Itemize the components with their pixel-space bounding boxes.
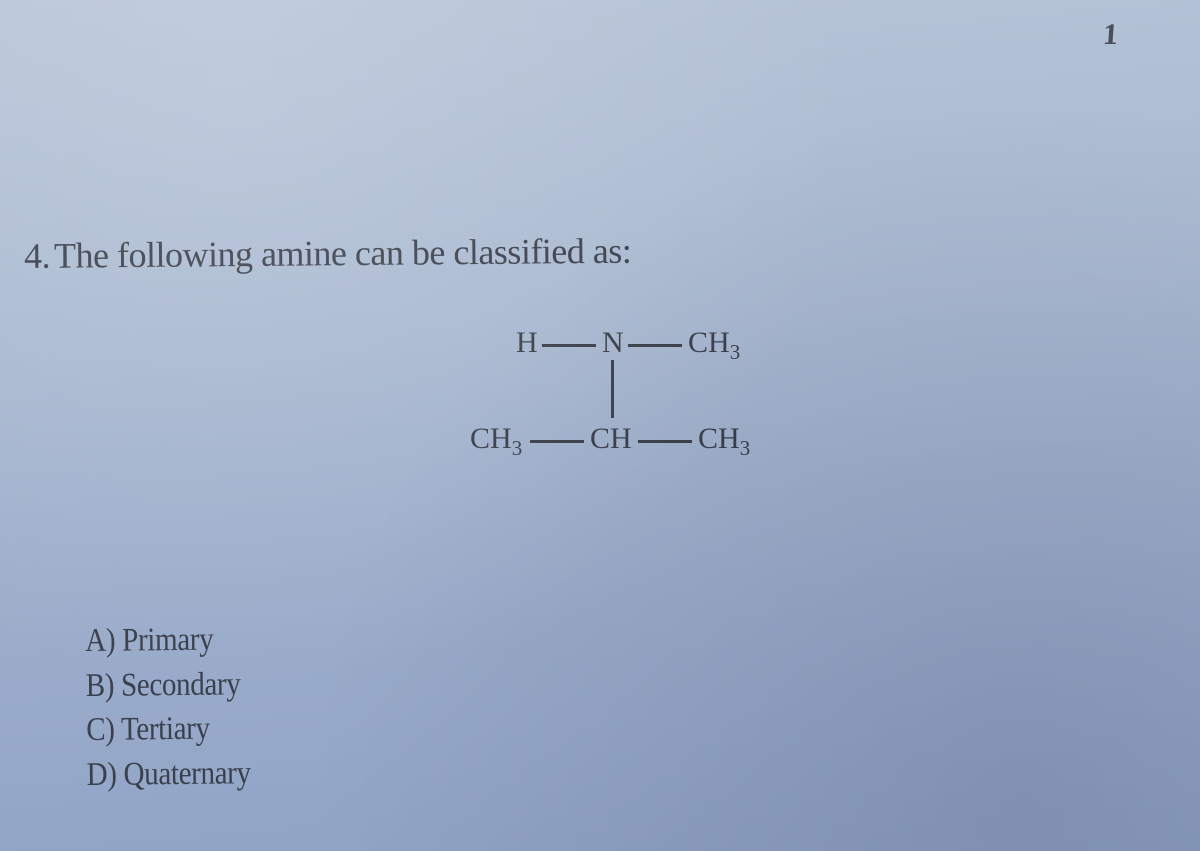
atom-ch-sub-left: 3 — [512, 436, 523, 460]
option-text: Primary — [122, 622, 213, 659]
atom-ch3-top: CH3 — [688, 326, 740, 360]
atom-ch-sub-right: 3 — [740, 436, 751, 460]
bond-h-n — [542, 344, 596, 347]
question-block: 4. The following amine can be classified… — [24, 225, 1160, 277]
question-text: The following amine can be classified as… — [54, 231, 632, 276]
bond-ch-ch3 — [638, 440, 692, 443]
option-letter: D) — [87, 756, 117, 792]
option-c: C) Tertiary — [86, 706, 250, 752]
question-number: 4. — [24, 236, 50, 276]
option-letter: A) — [85, 623, 115, 659]
bond-n-ch-vertical — [611, 360, 614, 418]
atom-ch3-right: CH3 — [698, 422, 750, 456]
atom-h: H — [516, 326, 538, 360]
option-text: Tertiary — [121, 711, 210, 748]
option-d: D) Quaternary — [86, 751, 250, 797]
option-letter: C) — [86, 712, 115, 748]
option-b: B) Secondary — [86, 662, 250, 708]
molecule-structure: H N CH3 CH3 CH CH3 — [470, 326, 870, 526]
page-number: 1 — [1102, 18, 1119, 52]
options-block: A) Primary B) Secondary C) Tertiary D) Q… — [85, 617, 273, 797]
atom-ch-label: CH — [688, 326, 730, 359]
option-letter: B) — [86, 667, 115, 703]
atom-ch3-left: CH3 — [470, 422, 522, 456]
atom-ch-sub: 3 — [730, 340, 741, 364]
option-a: A) Primary — [85, 617, 249, 663]
option-text: Secondary — [121, 666, 241, 703]
atom-ch-label-right: CH — [698, 422, 740, 455]
atom-n: N — [602, 326, 624, 360]
option-text: Quaternary — [123, 755, 250, 792]
atom-ch-label-left: CH — [470, 422, 512, 455]
bond-ch3-ch — [530, 440, 584, 443]
atom-ch-center: CH — [590, 422, 632, 456]
bond-n-ch3 — [628, 344, 682, 347]
